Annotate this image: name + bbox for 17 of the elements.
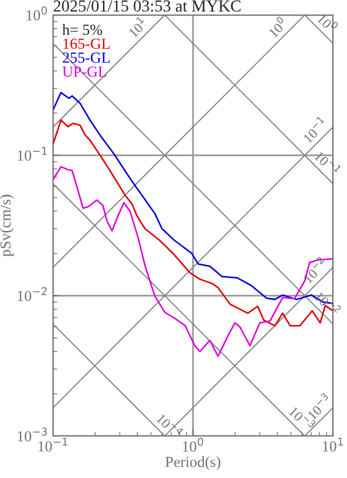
- y-tick-label: 10$^{0}$: [26, 6, 47, 20]
- x-tick-label: 10$^{1}$: [322, 438, 343, 452]
- legend-title: h= 5%: [62, 24, 102, 35]
- y-tick-label: 10$^{−2}$: [18, 287, 47, 302]
- series-label: 255-GL: [62, 52, 110, 63]
- y-tick-label: 10$^{−1}$: [18, 146, 47, 161]
- annotation: 10$^{−2}$: [300, 256, 328, 284]
- annotation: 10$^{−4}$: [156, 411, 184, 440]
- text: 165-GL: [64, 38, 110, 49]
- text: UP-GL: [62, 66, 106, 77]
- x-axis-title: Period(s): [165, 456, 220, 470]
- annotation: 10$^{1}$: [126, 16, 148, 38]
- y-axis-title: pSv(cm/s): [0, 194, 14, 257]
- annotation: 10$^{−1}$: [300, 116, 328, 144]
- chart-title: 2025/01/15 03:53 at MYKC: [54, 0, 241, 12]
- annotation: 10$^{0}$: [266, 16, 288, 38]
- x-tick-label: 10$^{0}$: [182, 438, 204, 452]
